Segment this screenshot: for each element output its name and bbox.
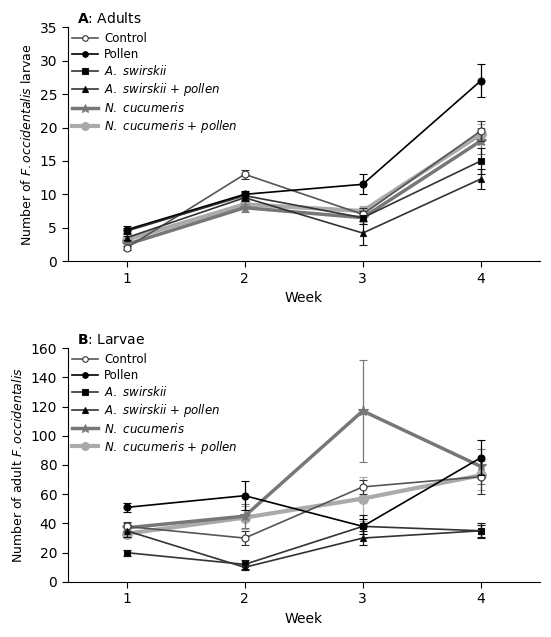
Legend: Control, Pollen, $\it{A.}$ $\it{swirskii}$, $\it{A.}$ $\it{swirskii}$ + $\it{pol: Control, Pollen, $\it{A.}$ $\it{swirskii…	[70, 30, 240, 137]
X-axis label: Week: Week	[285, 612, 323, 626]
Legend: Control, Pollen, $\it{A.}$ $\it{swirskii}$, $\it{A.}$ $\it{swirskii}$ + $\it{pol: Control, Pollen, $\it{A.}$ $\it{swirskii…	[70, 350, 240, 458]
Y-axis label: Number of $\it{F. occidentalis}$ larvae: Number of $\it{F. occidentalis}$ larvae	[20, 43, 34, 245]
Text: $\bf{B}$: Larvae: $\bf{B}$: Larvae	[77, 333, 145, 347]
Y-axis label: Number of adult $\it{F. occidentalis}$: Number of adult $\it{F. occidentalis}$	[11, 367, 25, 563]
Text: $\bf{A}$: Adults: $\bf{A}$: Adults	[77, 11, 142, 26]
X-axis label: Week: Week	[285, 291, 323, 305]
